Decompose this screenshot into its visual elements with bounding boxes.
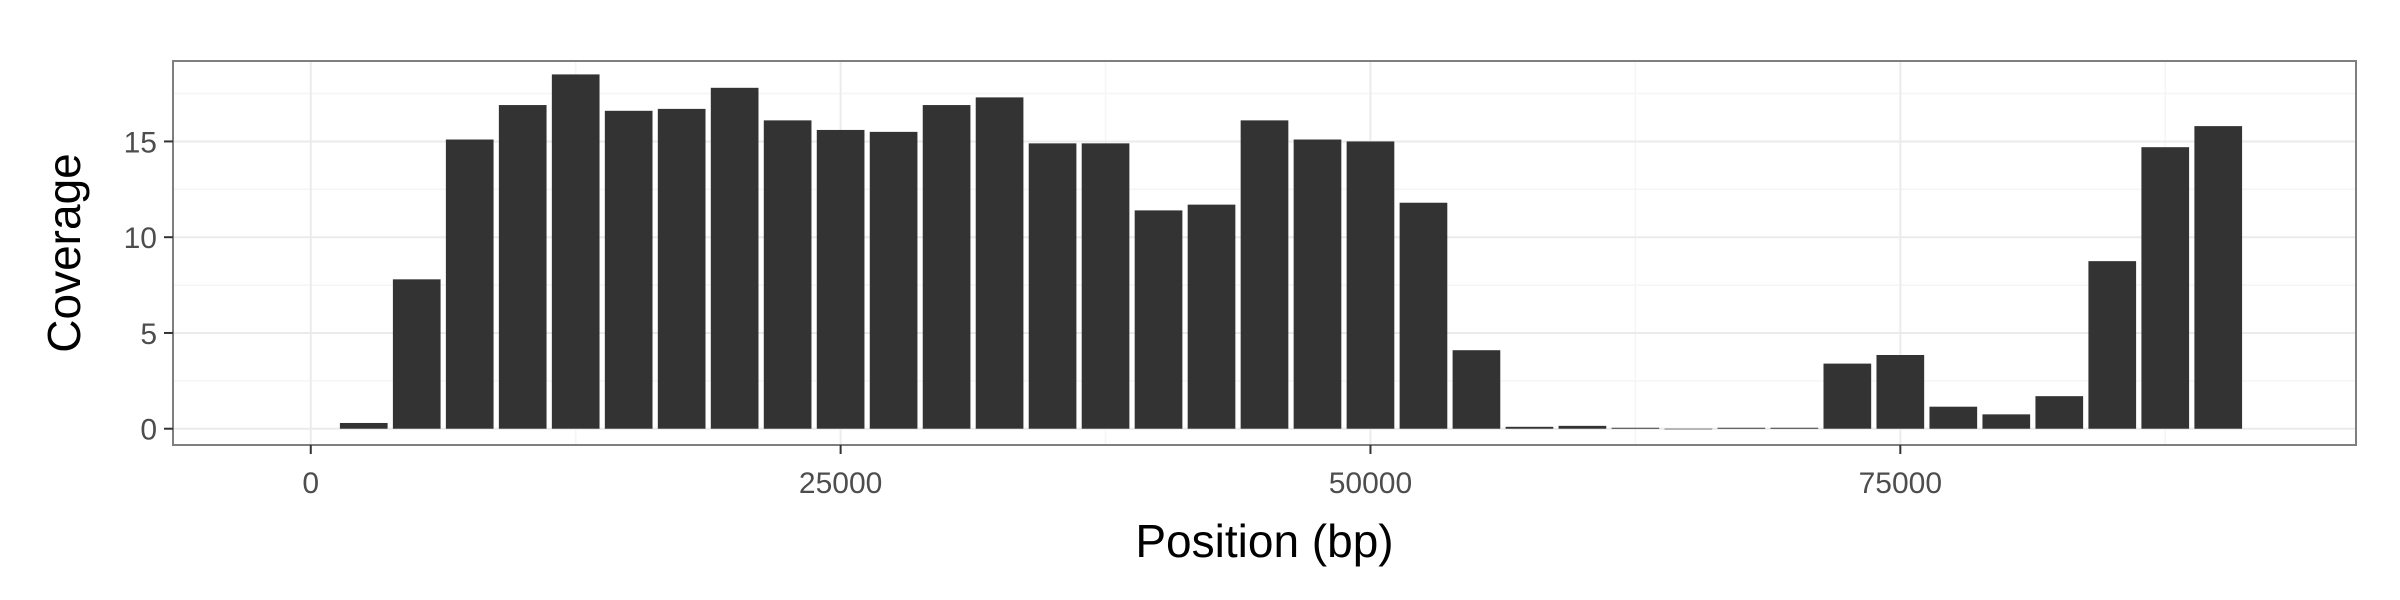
bar [1293,139,1342,429]
bar [1664,428,1713,430]
y-tick-label: 10 [124,222,157,255]
bar [869,131,918,429]
bar [1611,427,1660,429]
bar [2141,147,2190,429]
bar [2035,396,2084,429]
bar [498,105,547,429]
bar [1399,202,1448,429]
x-tick-label: 75000 [1859,467,1942,500]
bar [1081,143,1130,429]
bar [2088,261,2137,429]
bar-series [339,74,2243,430]
bar [922,105,971,429]
y-tick-label: 15 [124,126,157,159]
x-tick-label: 0 [302,467,319,500]
bar [763,120,812,429]
bar [604,110,653,429]
bar [339,422,388,429]
bar [1823,363,1872,429]
bar [1505,426,1554,429]
x-tick-label: 50000 [1329,467,1412,500]
bar [1876,354,1925,429]
bar [2194,126,2243,429]
panel-border [172,60,2357,446]
bar [1770,427,1819,429]
bar [445,139,494,429]
bar [657,108,706,429]
x-axis-title: Position (bp) [1135,515,1393,567]
bar [1452,350,1501,429]
bar [1187,204,1236,429]
bar [710,87,759,429]
y-axis: 0 5 10 15 [124,126,173,447]
bar [1717,427,1766,429]
bar [551,74,600,429]
y-tick-label: 0 [140,414,157,447]
bar [1134,210,1183,429]
bar [1982,414,2031,429]
x-axis: 0 25000 50000 75000 [302,445,1942,500]
bar [1240,120,1289,429]
bar [975,97,1024,429]
bar [1028,143,1077,429]
y-tick-label: 5 [140,318,157,351]
bar [1346,141,1395,429]
bar [1929,406,1978,429]
bar [1558,425,1607,429]
bar [816,129,865,429]
x-tick-label: 25000 [799,467,882,500]
bar [392,279,441,429]
y-axis-title: Coverage [38,153,90,352]
